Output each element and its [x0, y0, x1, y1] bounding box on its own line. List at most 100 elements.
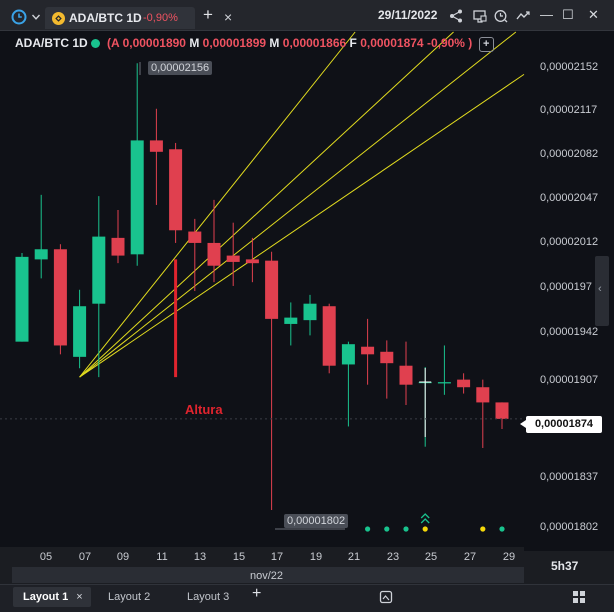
close-layout-icon[interactable]: × [76, 591, 83, 603]
candle-body [226, 255, 240, 262]
fib-fan-ray [79, 73, 525, 378]
clock-icon[interactable] [11, 9, 27, 25]
legend-close: 0,00001874 [360, 36, 424, 50]
time-label: 17 [270, 551, 284, 563]
legend-high-label: M [189, 36, 200, 50]
chevron-left-icon: ‹ [598, 283, 602, 295]
trend-icon[interactable] [516, 9, 530, 23]
date-display: 29/11/2022 [378, 8, 438, 22]
screen-icon[interactable] [473, 9, 487, 23]
month-scrollbar[interactable] [12, 567, 524, 583]
time-label: 15 [232, 551, 246, 563]
price-label: 0,0000197 [540, 281, 592, 293]
price-label: 0,00001802 [540, 521, 599, 533]
fib-fan-ray [79, 31, 356, 378]
legend-open: 0,00001890 [122, 36, 186, 50]
layout-tab-1[interactable]: Layout 1 × [13, 587, 91, 607]
time-label: 21 [347, 551, 361, 563]
chart-legend: ADA/BTC 1D (A 0,00001890 M 0,00001899 M … [15, 36, 494, 52]
time-label: 07 [78, 551, 92, 563]
chevron-down-icon[interactable] [32, 14, 40, 20]
tab-ada-btc[interactable]: ADA/BTC 1D -0,90% × [45, 7, 232, 29]
candle-body [322, 306, 336, 366]
legend-close-label: F [349, 36, 357, 50]
chart-type-icon[interactable] [379, 590, 393, 604]
candle-body [437, 382, 451, 384]
time-label: 25 [424, 551, 438, 563]
time-label: 27 [463, 551, 477, 563]
maximize-button[interactable]: ☐ [562, 7, 574, 22]
candle-body [188, 231, 202, 243]
candle-body [34, 249, 48, 260]
legend-open-label: (A [107, 36, 120, 50]
month-label: nov/22 [250, 570, 284, 582]
fib-fan-ray [79, 31, 517, 378]
binance-icon [52, 12, 65, 25]
layout-bar [0, 584, 614, 612]
candle-body [265, 260, 279, 319]
price-label: 0,00002047 [540, 192, 599, 204]
double-chevron-up-icon [420, 513, 430, 524]
price-label: 0,00002117 [540, 104, 598, 116]
price-label: 0,00001942 [540, 326, 599, 338]
candle-body [303, 303, 317, 321]
candle-countdown: 5h37 [551, 559, 579, 573]
layout-tab-2[interactable]: Layout 2 [108, 591, 151, 603]
candle-body [245, 259, 259, 264]
legend-low-label: M [269, 36, 280, 50]
signal-dot [403, 526, 409, 532]
candle-body [111, 237, 125, 256]
price-label: 0,00001837 [540, 471, 599, 483]
candle-body [53, 249, 67, 346]
add-layout-button[interactable]: + [252, 585, 262, 602]
share-icon[interactable] [449, 9, 463, 23]
candle-body [73, 306, 87, 357]
layout-tab-3[interactable]: Layout 3 [187, 591, 230, 603]
close-tab-icon[interactable]: × [224, 9, 233, 25]
time-label: 23 [386, 551, 400, 563]
time-label: 19 [309, 551, 323, 563]
candle-body [361, 346, 375, 355]
new-tab-button[interactable]: + [203, 5, 213, 24]
time-label: 11 [156, 551, 168, 563]
legend-high: 0,00001899 [202, 36, 267, 50]
candle-body [476, 387, 490, 403]
price-label: 0,00001907 [540, 374, 599, 386]
candle-body [207, 242, 221, 266]
candle-body [380, 351, 394, 364]
high-price-label: 0,00002156 [148, 61, 213, 75]
signal-dot [480, 526, 486, 532]
candle-body [284, 317, 298, 324]
grid-layout-icon[interactable] [572, 590, 586, 604]
close-window-button[interactable]: ✕ [588, 7, 599, 22]
side-panel-toggle[interactable]: ‹ [595, 256, 609, 326]
add-indicator-button[interactable]: + [478, 37, 494, 52]
legend-symbol: ADA/BTC 1D [15, 36, 88, 50]
time-label: 09 [116, 551, 130, 563]
candle-body [92, 236, 106, 304]
fib-fan-ray [79, 31, 454, 378]
low-price-label: 0,00001802 [284, 514, 349, 528]
candle-body [341, 344, 355, 365]
time-axis[interactable] [0, 547, 524, 567]
signal-dot [365, 526, 371, 532]
candle-body [495, 402, 509, 419]
legend-low: 0,00001866 [282, 36, 347, 50]
status-dot [90, 39, 100, 48]
time-label: 13 [193, 551, 207, 563]
replay-clock-icon[interactable] [494, 9, 508, 23]
price-label: 0,00002152 [540, 61, 599, 73]
time-label: 29 [502, 551, 516, 563]
legend-change: -0,90% ) [426, 36, 473, 50]
candle-body [457, 379, 471, 388]
altura-label: Altura [185, 402, 223, 417]
signal-dot [384, 526, 390, 532]
candle-body [15, 256, 29, 342]
current-price-label: 0,00001874 [520, 416, 602, 433]
signal-dot [499, 526, 505, 532]
candle-body [130, 140, 144, 255]
price-label: 0,00002082 [540, 148, 599, 160]
tab-change: -0,90% [143, 12, 178, 24]
minimize-button[interactable]: — [540, 7, 553, 22]
